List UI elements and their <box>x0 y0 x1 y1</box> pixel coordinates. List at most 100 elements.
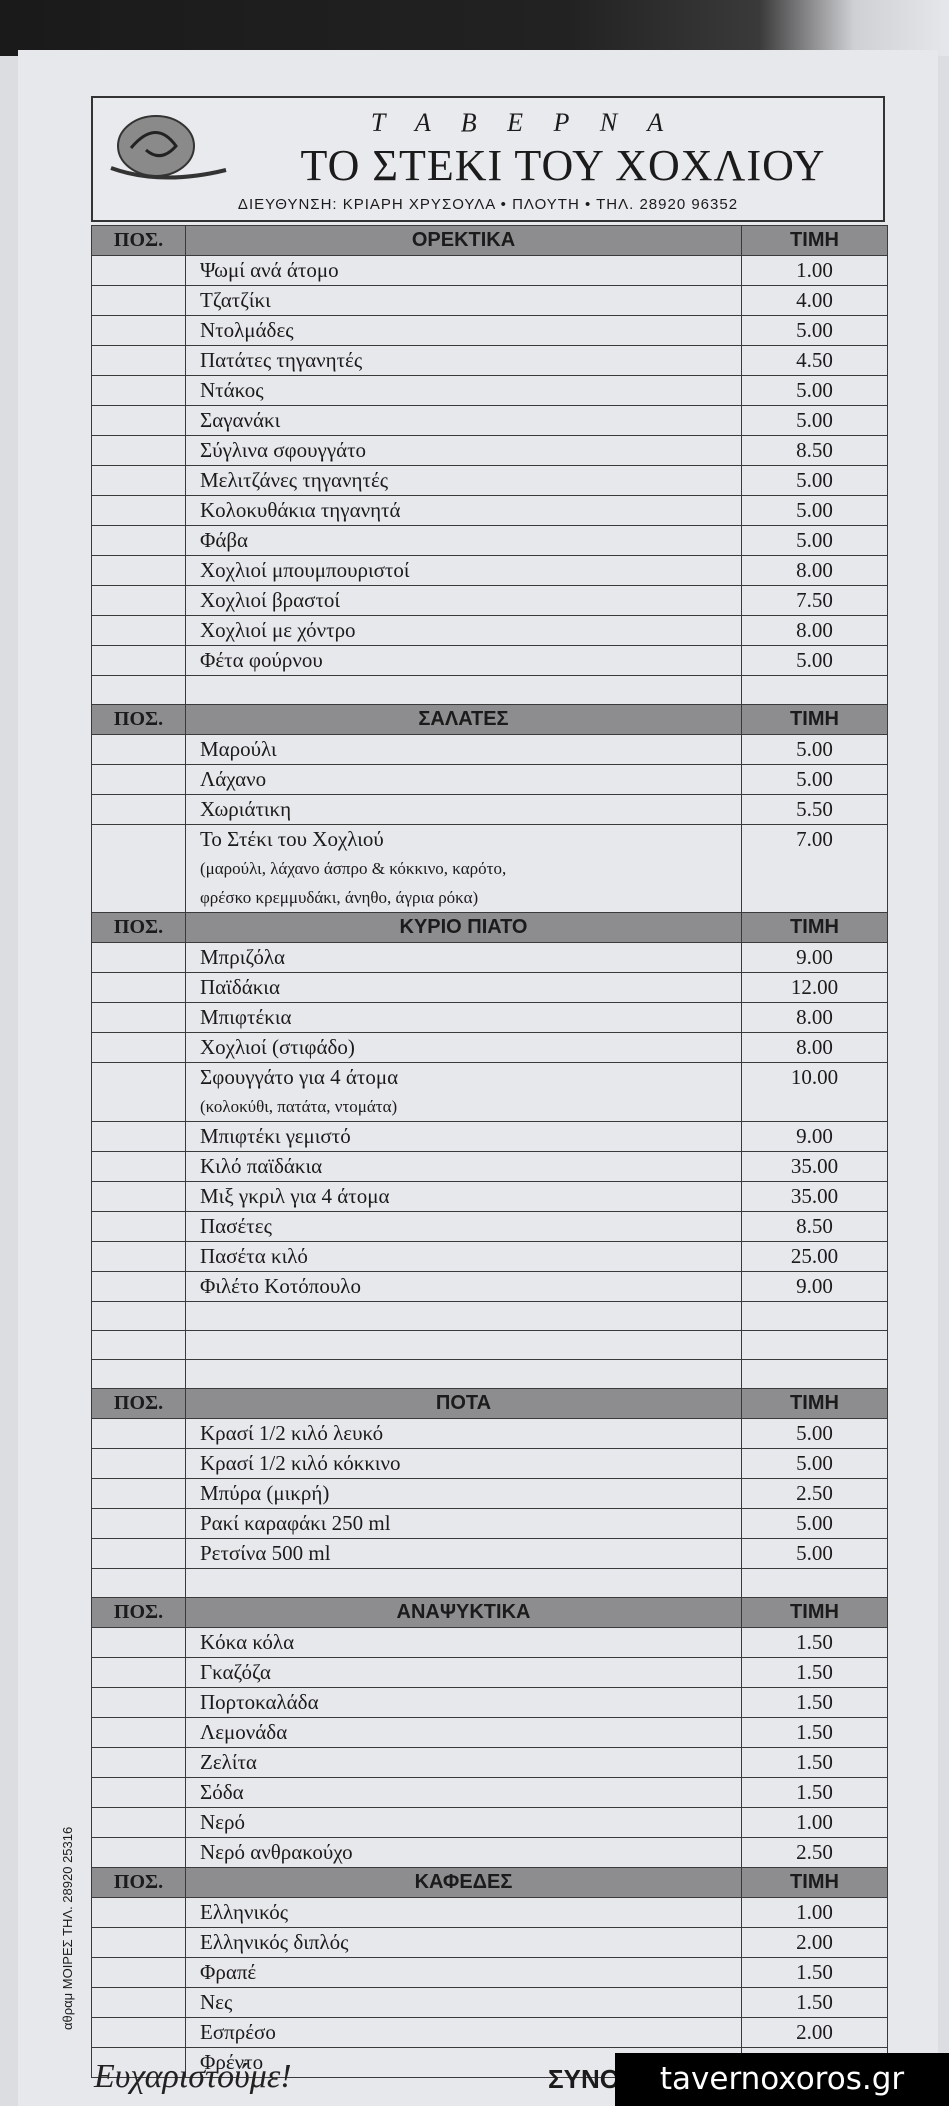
item-cell: Ελληνικός διπλός <box>185 1927 742 1958</box>
menu-row: Χοχλιοί (στιφάδο) 8.00 <box>91 1032 888 1063</box>
pos-cell <box>91 615 186 646</box>
item-cell: Ντάκος <box>185 375 742 406</box>
menu-row: Πασέτες 8.50 <box>91 1211 888 1242</box>
price-cell <box>741 1568 888 1598</box>
item-price: 5.00 <box>741 1418 888 1449</box>
item-name: Χοχλιοί μπουμπουριστοί <box>200 558 410 582</box>
item-name: Εσπρέσο <box>200 2020 276 2044</box>
item-price: 1.50 <box>741 1987 888 2018</box>
item-price: 1.50 <box>741 1717 888 1748</box>
menu-row: Ελληνικός 1.00 <box>91 1897 888 1928</box>
item-cell: Ρακί καραφάκι 250 ml <box>185 1508 742 1539</box>
item-cell: Σόδα <box>185 1777 742 1808</box>
menu-row: Μπύρα (μικρή) 2.50 <box>91 1478 888 1509</box>
item-cell <box>185 675 742 705</box>
item-name: Νες <box>200 1990 233 2014</box>
menu-row: Ντολμάδες 5.00 <box>91 315 888 346</box>
item-price: 5.00 <box>741 645 888 676</box>
pos-cell <box>91 675 186 705</box>
item-name: Ρακί καραφάκι 250 ml <box>200 1511 391 1535</box>
item-cell: Πορτοκαλάδα <box>185 1687 742 1718</box>
item-price: 5.00 <box>741 764 888 795</box>
pos-cell <box>91 794 186 825</box>
item-cell: Πατάτες τηγανητές <box>185 345 742 376</box>
pos-cell <box>91 2047 186 2078</box>
price-label: ΤΙΜΗ <box>741 1388 888 1419</box>
item-name: Μπιφτέκι γεμιστό <box>200 1124 351 1148</box>
price-label: ΤΙΜΗ <box>741 1867 888 1898</box>
total-label: ΣΥΝΟ <box>548 2064 620 2094</box>
item-price: 8.00 <box>741 1002 888 1033</box>
pos-cell <box>91 1448 186 1479</box>
section-header: ΠΟΣ. ΟΡΕΚΤΙΚΑ ΤΙΜΗ <box>91 225 888 256</box>
section-name: ΚΥΡΙΟ ΠΙΑΤΟ <box>185 912 742 943</box>
item-price: 5.00 <box>741 525 888 556</box>
section-header: ΠΟΣ. ΣΑΛΑΤΕΣ ΤΙΜΗ <box>91 704 888 735</box>
item-name: Ελληνικός <box>200 1900 289 1924</box>
pos-cell <box>91 942 186 973</box>
section-name: ΟΡΕΚΤΙΚΑ <box>185 225 742 256</box>
item-cell: Νερό <box>185 1807 742 1838</box>
snail-logo <box>110 115 227 180</box>
pos-cell <box>91 1359 186 1389</box>
item-price: 8.00 <box>741 1032 888 1063</box>
item-name: Φρέντο <box>200 2050 264 2074</box>
item-price: 5.00 <box>741 405 888 436</box>
pos-cell <box>91 972 186 1003</box>
item-price: 4.50 <box>741 345 888 376</box>
item-cell: Λεμονάδα <box>185 1717 742 1748</box>
pos-cell <box>91 555 186 586</box>
item-name: Μαρούλι <box>200 737 277 761</box>
pos-label: ΠΟΣ. <box>91 1867 186 1898</box>
item-price: 2.50 <box>741 1837 888 1868</box>
menu-row: Κρασί 1/2 κιλό λευκό 5.00 <box>91 1418 888 1449</box>
menu-row: Μπιφτέκια 8.00 <box>91 1002 888 1033</box>
item-cell: Κόκα κόλα <box>185 1627 742 1658</box>
empty-row <box>91 1301 888 1331</box>
pos-label: ΠΟΣ. <box>91 1388 186 1419</box>
pos-cell <box>91 1241 186 1272</box>
empty-row <box>91 1359 888 1389</box>
item-price: 9.00 <box>741 1271 888 1302</box>
pos-label: ΠΟΣ. <box>91 912 186 943</box>
item-cell: Χοχλιοί (στιφάδο) <box>185 1032 742 1063</box>
item-name: Ζελίτα <box>200 1750 257 1774</box>
item-name: Χοχλιοί (στιφάδο) <box>200 1035 355 1059</box>
pos-cell <box>91 1002 186 1033</box>
pos-cell <box>91 1330 186 1360</box>
empty-row <box>91 1568 888 1598</box>
item-cell: Χωριάτικη <box>185 794 742 825</box>
item-name: Ντάκος <box>200 378 264 402</box>
section-name: ΣΑΛΑΤΕΣ <box>185 704 742 735</box>
item-name: Νερό ανθρακούχο <box>200 1840 353 1864</box>
empty-row <box>91 675 888 705</box>
menu-row: Ρακί καραφάκι 250 ml 5.00 <box>91 1508 888 1539</box>
pos-cell <box>91 1181 186 1212</box>
menu-row: Νερό ανθρακούχο 2.50 <box>91 1837 888 1868</box>
pos-cell <box>91 1957 186 1988</box>
item-name: Χωριάτικη <box>200 797 292 821</box>
item-cell: Φάβα <box>185 525 742 556</box>
item-name: Κόκα κόλα <box>200 1630 295 1654</box>
item-price: 4.00 <box>741 285 888 316</box>
menu-row: Ρετσίνα 500 ml 5.00 <box>91 1538 888 1569</box>
item-name: Κρασί 1/2 κιλό λευκό <box>200 1421 384 1445</box>
item-cell: Μπιφτέκια <box>185 1002 742 1033</box>
menu-row: Πατάτες τηγανητές 4.50 <box>91 345 888 376</box>
item-cell: Μιξ γκριλ για 4 άτομα <box>185 1181 742 1212</box>
item-name: Φιλέτο Κοτόπουλο <box>200 1274 361 1298</box>
pos-cell <box>91 1687 186 1718</box>
item-name: Νερό <box>200 1810 245 1834</box>
item-price: 8.50 <box>741 435 888 466</box>
item-name: Πατάτες τηγανητές <box>200 348 363 372</box>
pos-cell <box>91 1657 186 1688</box>
item-name: Πασέτες <box>200 1214 272 1238</box>
item-name: Ντολμάδες <box>200 318 294 342</box>
item-price: 5.00 <box>741 734 888 765</box>
item-price: 8.00 <box>741 555 888 586</box>
top-band <box>0 0 949 56</box>
item-cell <box>185 1301 742 1331</box>
menu-row: Χοχλιοί μπουμπουριστοί 8.00 <box>91 555 888 586</box>
menu-row: Νες 1.50 <box>91 1987 888 2018</box>
item-price: 8.50 <box>741 1211 888 1242</box>
